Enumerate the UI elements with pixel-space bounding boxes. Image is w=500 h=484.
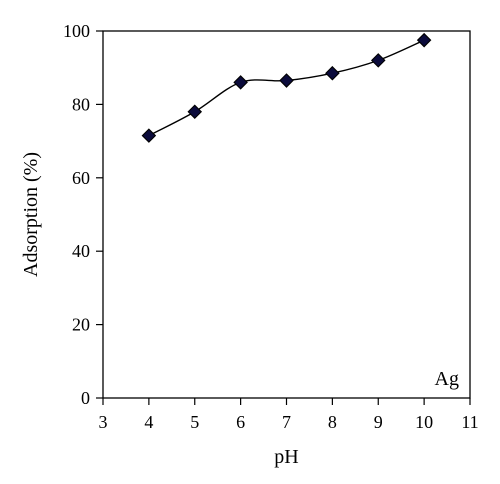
- y-tick-label: 0: [81, 388, 90, 408]
- x-tick-label: 5: [190, 412, 199, 432]
- x-tick-label: 3: [99, 412, 108, 432]
- x-tick-label: 11: [461, 412, 478, 432]
- x-tick-label: 8: [328, 412, 337, 432]
- data-point: [370, 53, 386, 68]
- y-tick-label: 100: [63, 21, 90, 41]
- data-point: [187, 104, 203, 120]
- x-tick-label: 9: [374, 412, 383, 432]
- y-tick-label: 60: [72, 168, 90, 188]
- data-point: [416, 32, 432, 48]
- x-tick-label: 6: [236, 412, 245, 432]
- y-axis-ticks: 0 20 40 60 80 100: [63, 21, 103, 408]
- data-point: [233, 75, 248, 90]
- x-tick-label: 4: [144, 412, 153, 432]
- x-tick-label: 7: [282, 412, 291, 432]
- y-tick-label: 80: [72, 94, 90, 114]
- x-axis-title: pH: [274, 446, 298, 468]
- series-line: [148, 39, 425, 137]
- y-tick-label: 20: [72, 315, 90, 335]
- y-axis-title: Adsorption (%): [20, 152, 42, 277]
- data-point: [279, 73, 294, 88]
- chart-annotation: Ag: [435, 368, 459, 390]
- data-point: [141, 128, 157, 143]
- y-tick-label: 40: [72, 241, 90, 261]
- x-axis-ticks: 3 4 5 6 7 8 9 10 11: [99, 398, 479, 432]
- data-point: [325, 65, 340, 81]
- x-tick-label: 10: [415, 412, 433, 432]
- series-markers: [141, 32, 432, 143]
